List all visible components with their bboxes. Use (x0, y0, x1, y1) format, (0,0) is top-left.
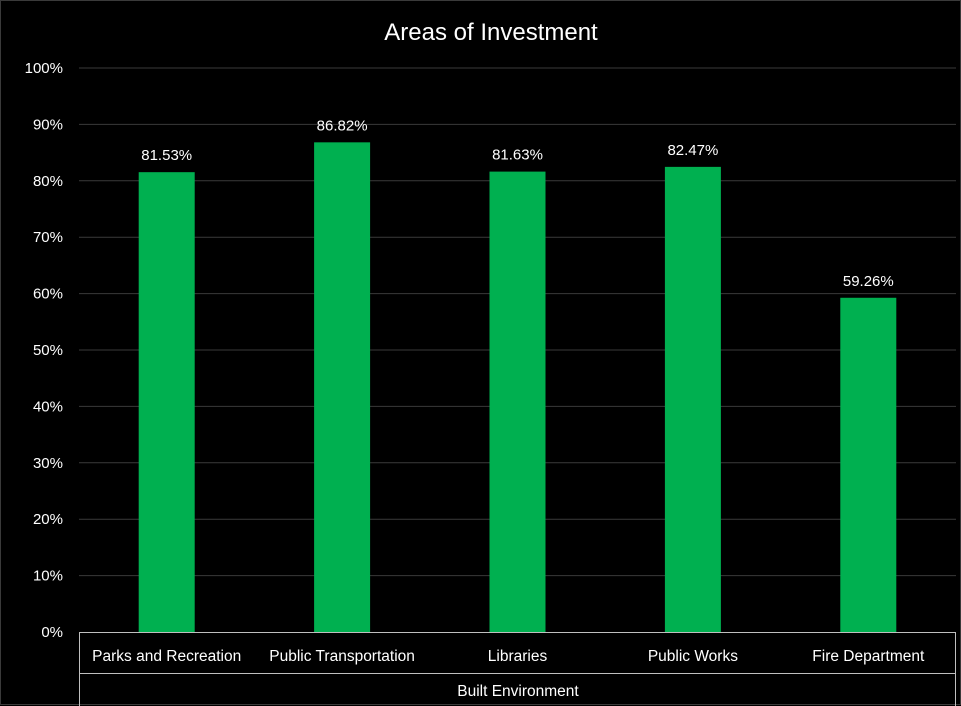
bar (489, 171, 546, 632)
y-tick-label: 100% (25, 60, 63, 77)
y-tick-label: 80% (33, 173, 63, 190)
group-axis-label: Built Environment (457, 683, 579, 700)
data-label: 81.63% (492, 147, 543, 164)
y-tick-label: 20% (33, 511, 63, 528)
y-tick-label: 40% (33, 398, 63, 415)
bars (138, 142, 897, 632)
category-label: Parks and Recreation (92, 648, 241, 665)
y-tick-label: 70% (33, 229, 63, 246)
x-axis (79, 632, 956, 706)
bar (664, 166, 721, 632)
data-label: 86.82% (317, 117, 368, 134)
data-labels: 81.53% 86.82% 81.63% 82.47% 59.26% (141, 117, 893, 289)
y-tick-label: 60% (33, 286, 63, 303)
y-axis-tick-labels: 0% 10% 20% 30% 40% 50% 60% 70% 80% 90% 100% (25, 60, 63, 641)
data-label: 59.26% (843, 273, 894, 290)
bar (138, 172, 195, 632)
y-tick-label: 90% (33, 116, 63, 133)
category-label: Public Transportation (269, 648, 415, 665)
y-tick-label: 10% (33, 568, 63, 585)
y-tick-label: 0% (41, 624, 63, 641)
bar (314, 142, 371, 632)
category-labels: Parks and Recreation Public Transportatio… (92, 648, 925, 665)
category-label: Public Works (648, 648, 738, 665)
chart-title: Areas of Investment (384, 19, 598, 46)
category-label: Libraries (488, 648, 548, 665)
y-tick-label: 30% (33, 455, 63, 472)
data-label: 81.53% (141, 147, 192, 164)
category-label: Fire Department (812, 648, 925, 665)
bar (840, 297, 897, 632)
data-label: 82.47% (667, 142, 718, 159)
y-tick-label: 50% (33, 342, 63, 359)
